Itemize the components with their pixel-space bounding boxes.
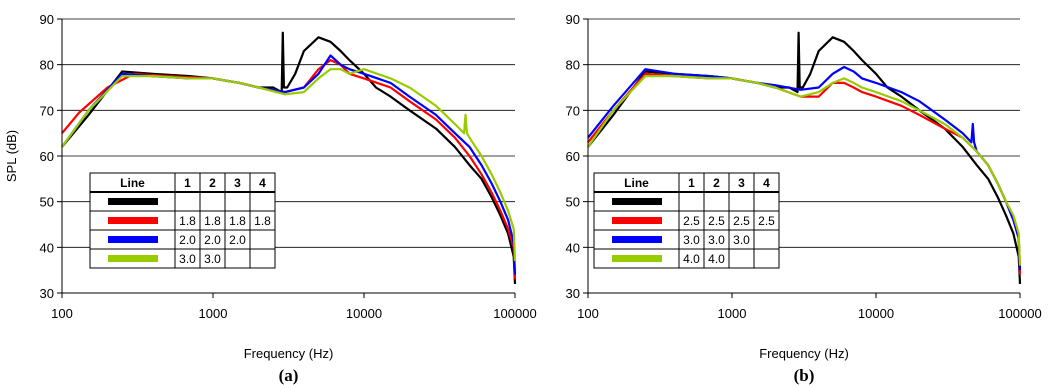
legend-table-cell: 2.0 xyxy=(229,233,246,247)
legend-table-cell: 4.0 xyxy=(683,252,700,266)
y-tick-label: 70 xyxy=(40,103,54,118)
legend-swatch xyxy=(612,255,662,262)
legend-table-cell: 2.5 xyxy=(758,214,775,228)
x-tick-label: 1000 xyxy=(199,306,228,321)
legend-table-header-cell: 1 xyxy=(688,176,695,190)
panel-label: (a) xyxy=(279,366,299,385)
chart-panel-2: 30 40 50 60 70 80 90 100 1000 10000 100000 Line 1 2 3 4… xyxy=(566,12,1042,385)
legend-table: Line 1 2 3 4 2.5 2.5 2.5 2.5 3.0 3.0 3.0 4.0 4.0 xyxy=(593,172,780,269)
y-tick-label: 60 xyxy=(566,149,580,164)
y-tick-label: 80 xyxy=(40,58,54,73)
y-tick-label: 60 xyxy=(40,149,54,164)
x-axis-label: Frequency (Hz) xyxy=(244,346,334,361)
x-tick-label: 10000 xyxy=(346,306,382,321)
x-tick-label: 1000 xyxy=(718,306,747,321)
legend-table-header-cell: 3 xyxy=(738,176,745,190)
legend-swatch xyxy=(108,217,158,224)
legend-table-cell: 1.8 xyxy=(204,214,221,228)
legend-swatch xyxy=(108,255,158,262)
y-tick-label: 50 xyxy=(40,195,54,210)
legend-table-cell: 2.5 xyxy=(708,214,725,228)
y-tick-label: 30 xyxy=(566,286,580,301)
legend-table-header-cell: 4 xyxy=(259,176,266,190)
legend-swatch xyxy=(612,198,662,205)
x-tick-label: 100000 xyxy=(493,306,536,321)
legend-table-cell: 2.0 xyxy=(179,233,196,247)
panel-label: (b) xyxy=(794,366,815,385)
legend-table-header-cell: 3 xyxy=(234,176,241,190)
legend-table-cell: 1.8 xyxy=(179,214,196,228)
legend-table-cell: 2.0 xyxy=(204,233,221,247)
legend-table-cell: 3.0 xyxy=(733,233,750,247)
x-axis-label: Frequency (Hz) xyxy=(759,346,849,361)
x-tick-label: 100 xyxy=(51,306,73,321)
y-tick-label: 80 xyxy=(566,58,580,73)
y-tick-label: 50 xyxy=(566,195,580,210)
legend-table-cell: 2.5 xyxy=(683,214,700,228)
legend-table-header-cell: 2 xyxy=(713,176,720,190)
legend-swatch xyxy=(108,236,158,243)
y-tick-label: 30 xyxy=(40,286,54,301)
legend-table-cell: 2.5 xyxy=(733,214,750,228)
legend-swatch xyxy=(612,236,662,243)
x-tick-label: 10000 xyxy=(858,306,894,321)
legend-swatch xyxy=(108,198,158,205)
legend-table-header-cell: 4 xyxy=(763,176,770,190)
y-tick-label: 40 xyxy=(566,240,580,255)
y-axis-label: SPL (dB) xyxy=(4,130,19,182)
y-tick-label: 70 xyxy=(566,103,580,118)
legend-table-header-cell: 1 xyxy=(184,176,191,190)
legend-table-cell: 3.0 xyxy=(204,252,221,266)
x-tick-label: 100 xyxy=(577,306,599,321)
legend-table-cell: 1.8 xyxy=(254,214,271,228)
legend-table-header-cell: 2 xyxy=(209,176,216,190)
legend-table-cell: 3.0 xyxy=(708,233,725,247)
x-tick-label: 100000 xyxy=(998,306,1041,321)
legend-table-cell: 1.8 xyxy=(229,214,246,228)
y-tick-label: 90 xyxy=(566,12,580,27)
series-line-4 xyxy=(587,75,1022,266)
legend-table: Line 1 2 3 4 1.8 1.8 1.8 1.8 2.0 2.0 2.0 3.0 3.0 xyxy=(89,172,276,269)
legend-table-cell: 4.0 xyxy=(708,252,725,266)
series-line-4 xyxy=(61,68,517,262)
legend-swatch xyxy=(612,217,662,224)
chart-panel-1: 30 40 50 60 70 80 90 100 1000 10000 100000 Line 1 2 3 4… xyxy=(4,12,537,385)
y-tick-label: 90 xyxy=(40,12,54,27)
legend-table-header-cell: Line xyxy=(624,176,649,190)
legend-table-header-cell: Line xyxy=(120,176,145,190)
legend-table-cell: 3.0 xyxy=(683,233,700,247)
y-tick-label: 40 xyxy=(40,240,54,255)
legend-table-cell: 3.0 xyxy=(179,252,196,266)
